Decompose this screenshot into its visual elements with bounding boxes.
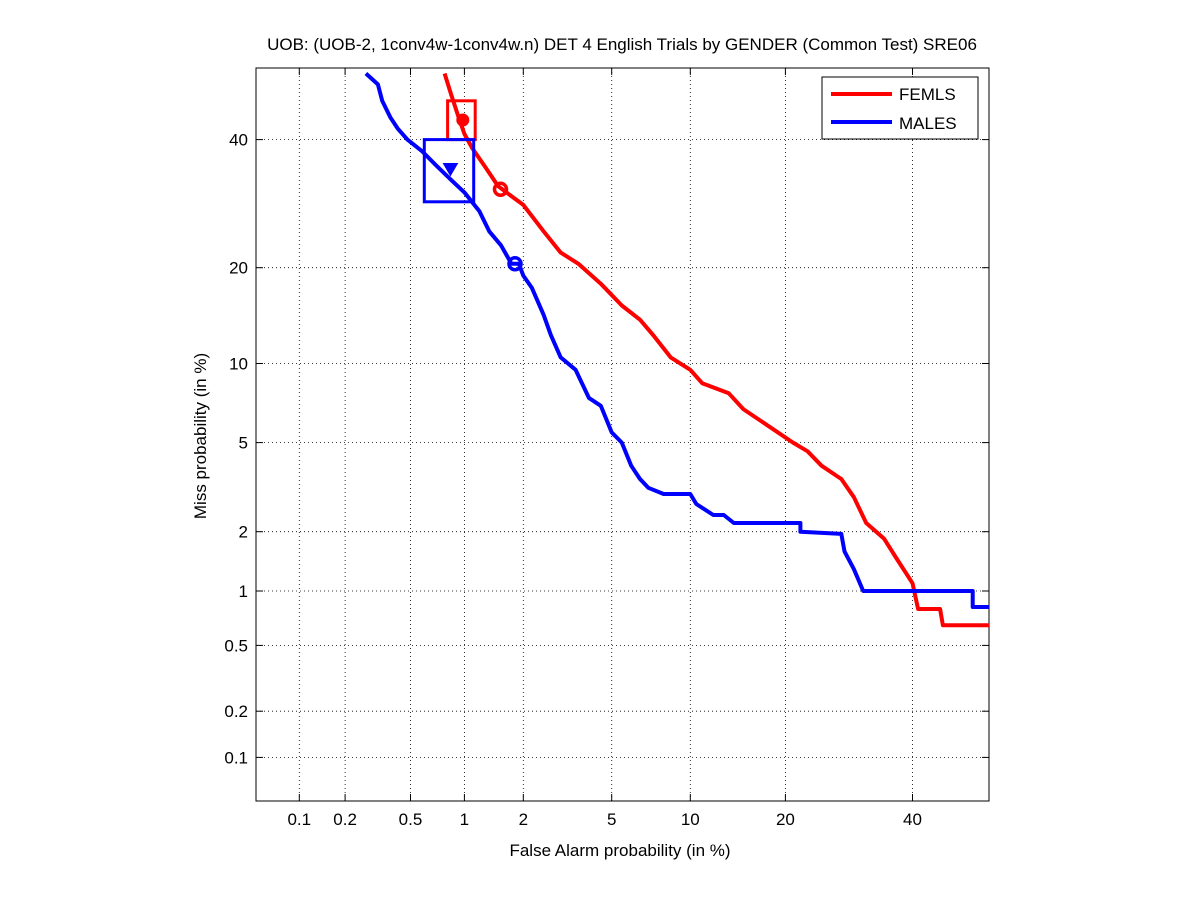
y-tick-label: 10 <box>229 355 248 374</box>
y-tick-label: 0.2 <box>224 702 248 721</box>
x-tick-label: 10 <box>681 810 700 829</box>
x-tick-label: 1 <box>460 810 469 829</box>
chart-title: UOB: (UOB-2, 1conv4w-1conv4w.n) DET 4 En… <box>267 35 977 54</box>
x-tick-label: 2 <box>519 810 528 829</box>
y-tick-label: 40 <box>229 131 248 150</box>
axis-ticks: 0.1 0.2 0.5 1 2 5 10 20 40 0.1 0.2 0.5 1 2 5 10 20 40 <box>224 68 989 829</box>
confidence-box-males <box>422 138 476 204</box>
x-tick-label: 5 <box>607 810 616 829</box>
legend-label-males: MALES <box>899 114 957 133</box>
series-layer <box>364 72 989 628</box>
legend-label-femls: FEMLS <box>899 85 956 104</box>
series-femls <box>442 72 989 628</box>
y-tick-label: 2 <box>239 523 248 542</box>
legend: FEMLS MALES <box>821 76 979 140</box>
y-axis-label: Miss probability (in %) <box>191 353 210 519</box>
x-tick-label: 0.1 <box>287 810 311 829</box>
dcf-marker-femls <box>492 181 509 198</box>
y-tick-label: 1 <box>239 582 248 601</box>
series-males <box>364 72 989 609</box>
x-tick-label: 0.2 <box>333 810 357 829</box>
x-tick-label: 20 <box>776 810 795 829</box>
plot-frame <box>255 67 990 802</box>
x-tick-label: 40 <box>903 810 922 829</box>
min-dcf-marker-femls <box>456 113 470 127</box>
y-tick-label: 0.5 <box>224 636 248 655</box>
y-tick-label: 5 <box>239 434 248 453</box>
x-axis-label: False Alarm probability (in %) <box>509 841 730 860</box>
y-tick-label: 20 <box>229 259 248 278</box>
det-curve-males <box>364 72 989 609</box>
dcf-marker-males <box>507 256 523 272</box>
det-curve-femls <box>442 72 989 628</box>
y-tick-label: 0.1 <box>224 748 248 767</box>
legend-box <box>821 76 979 140</box>
x-tick-label: 0.5 <box>399 810 423 829</box>
min-dcf-marker-males <box>442 162 459 177</box>
